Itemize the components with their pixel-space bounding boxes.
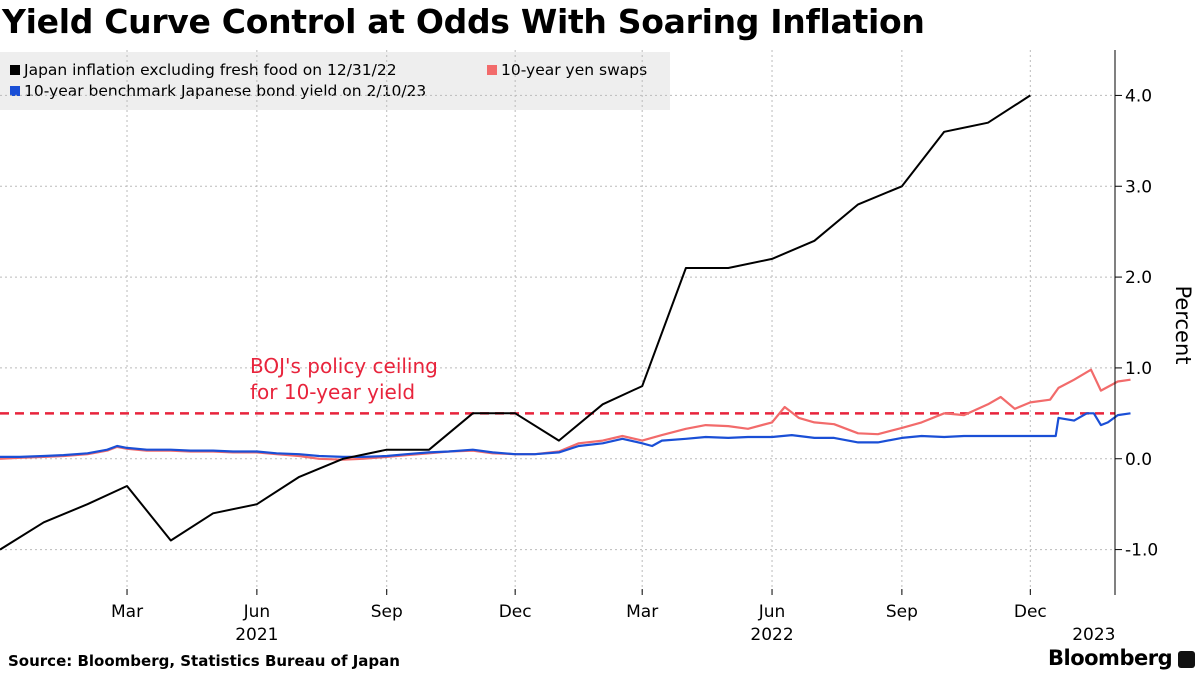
- reference-label-line2: for 10-year yield: [250, 380, 415, 404]
- x-tick-label: Jun: [243, 602, 271, 622]
- y-tick-label: 3.0: [1125, 177, 1152, 197]
- y-tick-label: 2.0: [1125, 268, 1152, 288]
- x-year-label: 2021: [235, 625, 278, 645]
- x-tick-label: Dec: [1014, 602, 1047, 622]
- swaps-line: [0, 368, 1131, 461]
- legend-swatch: [487, 65, 497, 75]
- legend-swatch: [10, 65, 20, 75]
- y-tick-label: 0.0: [1125, 450, 1152, 470]
- grid: [0, 50, 1115, 595]
- x-tick-label: Dec: [499, 602, 532, 622]
- bloomberg-chart-icon: [1178, 651, 1195, 668]
- legend-label: Japan inflation excluding fresh food on …: [24, 61, 397, 79]
- x-tick-label: Sep: [371, 602, 403, 622]
- legend-label: 10-year yen swaps: [501, 61, 648, 79]
- x-year-label: 2022: [750, 625, 793, 645]
- legend: Japan inflation excluding fresh food on …: [0, 52, 670, 110]
- x-year-label: 2023: [1072, 625, 1115, 645]
- y-tick-label: 1.0: [1125, 359, 1152, 379]
- source-note: Source: Bloomberg, Statistics Bureau of …: [8, 652, 400, 670]
- y-axis-label: Percent: [1171, 285, 1195, 364]
- series-lines: [0, 94, 1131, 551]
- reference-label-line1: BOJ's policy ceiling: [250, 354, 438, 378]
- x-tick-label: Mar: [626, 602, 658, 622]
- y-tick-label: -1.0: [1125, 541, 1158, 561]
- x-tick-label: Mar: [111, 602, 143, 622]
- axes: -1.0 0.0 1.0 2.0 3.0 4.0 Mar Jun Sep Dec Mar Jun Sep…: [111, 50, 1158, 645]
- x-tick-label: Jun: [758, 602, 786, 622]
- x-tick-label: Sep: [886, 602, 918, 622]
- inflation-line: [0, 94, 1031, 551]
- chart-title: Yield Curve Control at Odds With Soaring…: [2, 2, 925, 41]
- legend-item-swaps: 10-year yen swaps: [487, 61, 647, 79]
- legend-swatch: [10, 86, 20, 96]
- jgb-yield-line: [0, 412, 1131, 458]
- bloomberg-logo: Bloomberg: [1048, 646, 1173, 670]
- legend-item-inflation: Japan inflation excluding fresh food on …: [10, 61, 397, 79]
- y-tick-label: 4.0: [1125, 86, 1152, 106]
